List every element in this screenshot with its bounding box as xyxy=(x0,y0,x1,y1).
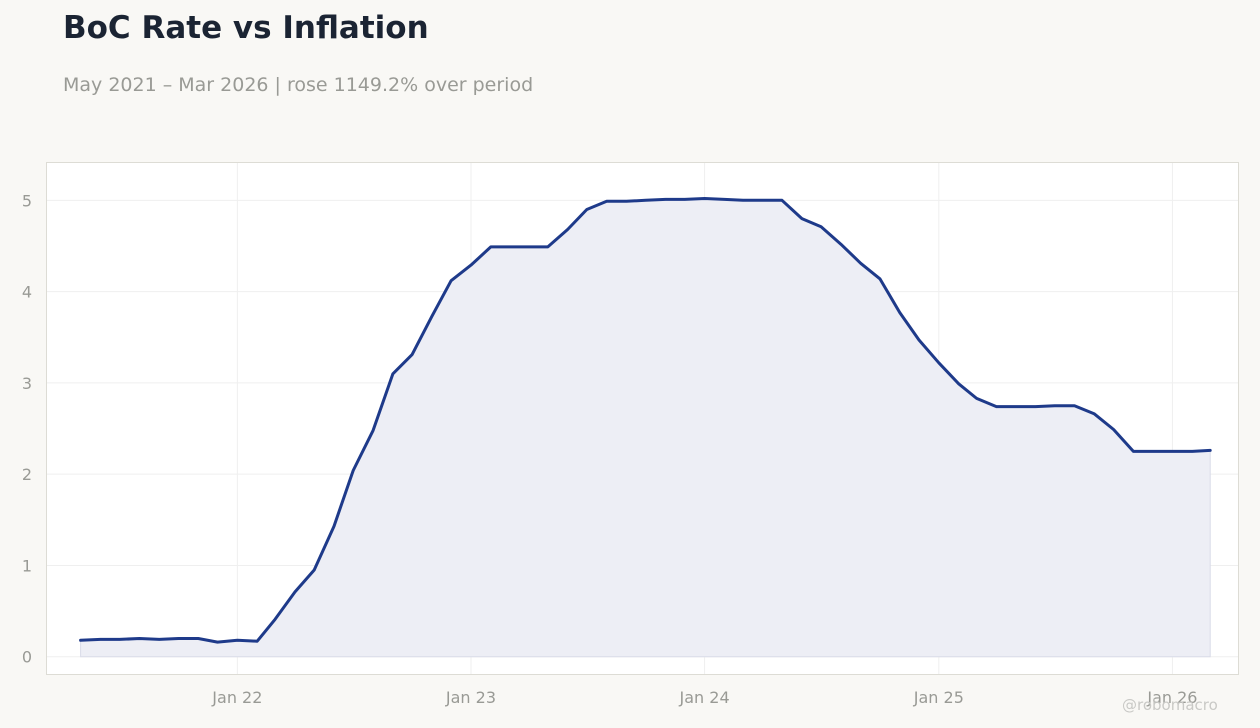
x-tick-label: Jan 24 xyxy=(679,688,730,707)
watermark: @robomacro xyxy=(1122,696,1218,714)
y-tick-label: 1 xyxy=(22,556,32,575)
x-axis-ticks: Jan 22 Jan 23 Jan 24 Jan 25 Jan 26 xyxy=(211,688,1197,707)
y-tick-label: 0 xyxy=(22,648,32,667)
y-tick-label: 3 xyxy=(22,374,32,393)
x-tick-label: Jan 22 xyxy=(211,688,262,707)
plot-frame xyxy=(46,162,1239,675)
y-axis-ticks: 0 1 2 3 4 5 xyxy=(22,191,32,666)
y-tick-label: 2 xyxy=(22,465,32,484)
x-tick-label: Jan 26 xyxy=(1146,688,1197,707)
x-tick-label: Jan 23 xyxy=(445,688,496,707)
x-tick-label: Jan 25 xyxy=(913,688,964,707)
series-line xyxy=(79,197,1212,644)
y-tick-label: 4 xyxy=(22,283,32,302)
y-tick-label: 5 xyxy=(22,191,32,210)
chart-title: BoC Rate vs Inflation xyxy=(63,10,429,46)
chart-subtitle: May 2021 – Mar 2026 | rose 1149.2% over … xyxy=(63,74,534,96)
